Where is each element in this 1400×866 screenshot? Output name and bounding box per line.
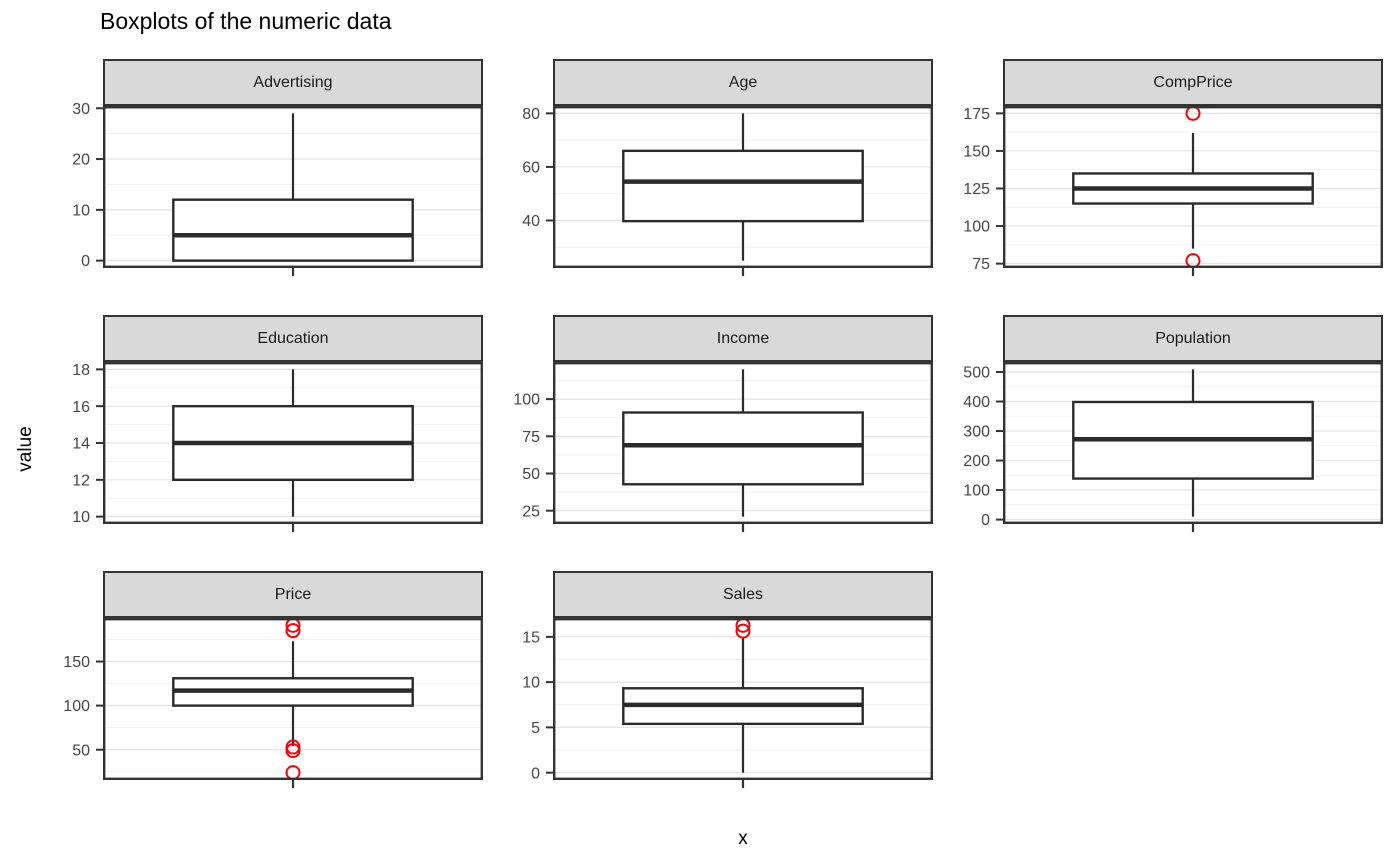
facet-strip-income: Income	[553, 315, 933, 362]
facet-strip-label: Sales	[722, 585, 764, 603]
boxplot-box	[622, 149, 864, 223]
facet-panel-population: 0 100 200 300 400 500	[963, 362, 1384, 532]
y-tick-label: 100	[63, 698, 90, 715]
facet-panel-advertising: 0 10 20 30	[72, 101, 484, 276]
y-tick-label: 60	[522, 160, 540, 177]
y-tick-label: 12	[72, 472, 90, 489]
y-tick-label: 16	[72, 399, 90, 416]
y-tick-label: 80	[522, 106, 540, 123]
facet-strip-label: Population	[1155, 329, 1231, 347]
boxplot-box	[172, 198, 414, 262]
facet-panel-compprice: 75 100 125 150 175	[963, 105, 1384, 276]
y-tick-label: 50	[72, 742, 90, 759]
y-tick-label: 0	[981, 512, 990, 529]
facet-strip-sales: Sales	[553, 571, 933, 618]
x-axis-title: x	[738, 828, 748, 849]
y-tick-label: 25	[522, 503, 540, 520]
panel-border	[103, 106, 484, 269]
facet-panel-sales: 0 5 10 15	[522, 617, 934, 788]
y-tick-label: 100	[513, 392, 540, 409]
y-tick-label: 500	[963, 365, 990, 382]
facet-panel-income: 25 50 75 100	[513, 362, 934, 532]
y-tick-label: 200	[963, 453, 990, 470]
facet-strip-label: Age	[728, 73, 758, 91]
facet-strip-compprice: CompPrice	[1003, 59, 1383, 106]
facet-strip-label: Advertising	[253, 73, 333, 91]
panel-border	[553, 362, 934, 525]
y-tick-label: 50	[522, 466, 540, 483]
facet-strip-advertising: Advertising	[103, 59, 483, 106]
y-tick-label: 30	[72, 101, 90, 118]
panel-border	[553, 618, 934, 781]
panel-border	[103, 362, 484, 525]
panel-border	[103, 618, 484, 781]
outlier-point	[735, 623, 751, 639]
y-tick-label: 400	[963, 394, 990, 411]
y-tick-label: 18	[72, 362, 90, 379]
y-tick-label: 15	[522, 629, 540, 646]
y-tick-label: 40	[522, 213, 540, 230]
facet-strip-price: Price	[103, 571, 483, 618]
y-tick-label: 14	[72, 436, 90, 453]
facet-strip-age: Age	[553, 59, 933, 106]
facet-strip-label: Education	[257, 329, 329, 347]
y-tick-label: 5	[531, 720, 540, 737]
y-tick-label: 125	[963, 181, 990, 198]
facet-strip-label: CompPrice	[1153, 73, 1233, 91]
outlier-point	[285, 623, 301, 639]
facet-strip-label: Price	[274, 585, 312, 603]
y-tick-label: 10	[522, 675, 540, 692]
boxplot-box	[622, 411, 864, 486]
y-axis-title: value	[15, 426, 36, 472]
facet-panel-age: 40 60 80	[522, 106, 934, 276]
y-tick-label: 20	[72, 152, 90, 169]
y-tick-label: 150	[963, 144, 990, 161]
y-tick-label: 75	[522, 429, 540, 446]
y-tick-label: 75	[972, 256, 990, 273]
panel-border	[553, 106, 934, 269]
facet-strip-label: Income	[716, 329, 770, 347]
y-tick-label: 300	[963, 424, 990, 441]
facet-strip-population: Population	[1003, 315, 1383, 362]
y-tick-label: 100	[963, 483, 990, 500]
y-tick-label: 0	[81, 253, 90, 270]
facet-panel-education: 10 12 14 16 18	[72, 362, 484, 532]
y-tick-label: 100	[963, 219, 990, 236]
y-tick-label: 10	[72, 202, 90, 219]
outlier-point	[285, 739, 301, 755]
y-tick-label: 175	[963, 106, 990, 123]
y-tick-label: 10	[72, 509, 90, 526]
y-tick-label: 0	[531, 765, 540, 782]
facet-strip-education: Education	[103, 315, 483, 362]
y-tick-label: 150	[63, 654, 90, 671]
panel-border	[1003, 362, 1384, 525]
facet-panel-price: 50 100 150	[63, 617, 484, 788]
panel-border	[1003, 106, 1384, 269]
chart-title: Boxplots of the numeric data	[100, 8, 392, 34]
